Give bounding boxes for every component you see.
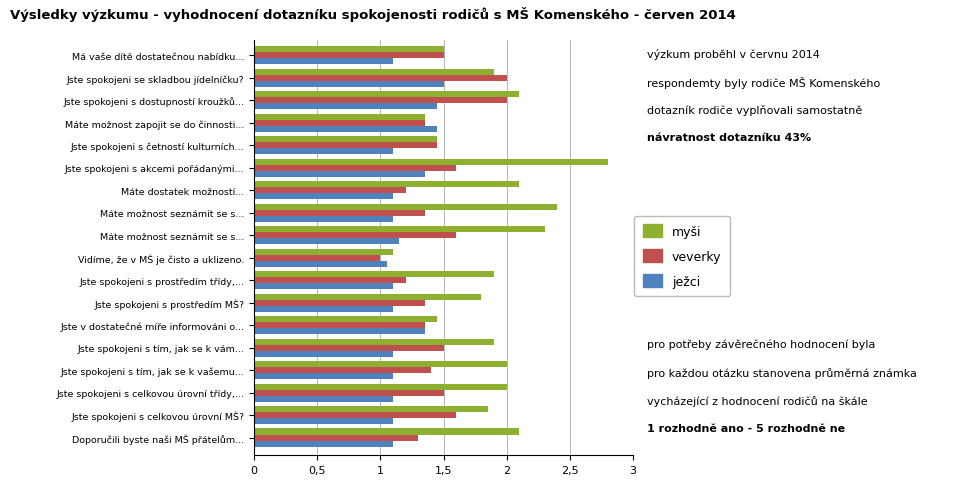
Bar [254,390,443,396]
Bar [254,239,399,245]
Bar [254,373,393,379]
Bar [254,149,393,155]
Bar [254,396,393,402]
Bar [254,317,437,322]
Bar [254,306,393,312]
Legend: myši, veverky, ježci: myši, veverky, ježci [635,216,730,297]
Bar [254,137,437,143]
Bar [254,166,456,171]
Bar [254,272,494,277]
Bar [254,261,386,267]
Bar [254,59,393,65]
Text: návratnost dotazníku 43%: návratnost dotazníku 43% [647,133,811,143]
Bar [254,126,437,133]
Bar [254,441,393,447]
Bar [254,70,494,76]
Bar [254,322,425,329]
Text: výzkum proběhl v červnu 2014: výzkum proběhl v červnu 2014 [647,48,820,60]
Bar [254,76,506,82]
Bar [254,210,425,216]
Bar [254,435,418,441]
Bar [254,412,456,418]
Bar [254,114,425,121]
Bar [254,300,425,306]
Bar [254,121,425,126]
Text: dotazník rodiče vyplňovali samostatně: dotazník rodiče vyplňovali samostatně [647,105,862,116]
Bar [254,53,443,59]
Text: Výsledky výzkumu - vyhodnocení dotazníku spokojenosti rodičů s MŠ Komenského - č: Výsledky výzkumu - vyhodnocení dotazníku… [10,7,736,22]
Bar [254,104,437,110]
Bar [254,284,393,290]
Bar [254,329,425,334]
Bar [254,345,443,351]
Bar [254,233,456,239]
Bar [254,418,393,424]
Bar [254,216,393,222]
Bar [254,182,520,188]
Bar [254,361,506,367]
Bar [254,204,557,210]
Text: vycházející z hodnocení rodičů na škále: vycházející z hodnocení rodičů na škále [647,395,868,406]
Bar [254,367,431,373]
Bar [254,143,437,149]
Bar [254,98,506,104]
Bar [254,227,545,233]
Bar [254,194,393,200]
Bar [254,277,406,284]
Bar [254,429,520,435]
Bar [254,249,393,255]
Text: pro každou otázku stanovena průměrná známka: pro každou otázku stanovena průměrná zná… [647,367,917,378]
Bar [254,47,443,53]
Bar [254,339,494,345]
Bar [254,159,608,166]
Bar [254,92,520,98]
Bar [254,171,425,178]
Bar [254,82,443,88]
Bar [254,406,488,412]
Text: 1 rozhodně ano - 5 rozhodně ne: 1 rozhodně ano - 5 rozhodně ne [647,423,846,433]
Bar [254,255,381,261]
Bar [254,294,481,300]
Bar [254,384,506,390]
Text: respondemty byly rodiče MŠ Komenského: respondemty byly rodiče MŠ Komenského [647,76,880,89]
Bar [254,188,406,194]
Bar [254,351,393,357]
Text: pro potřeby závěrečného hodnocení byla: pro potřeby závěrečného hodnocení byla [647,339,876,349]
